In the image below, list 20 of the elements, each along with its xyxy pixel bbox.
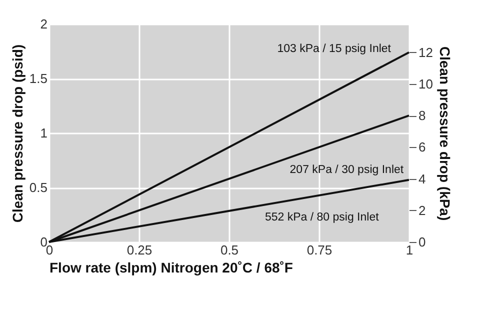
- x-tick-label: 0.75: [306, 242, 332, 258]
- y2-tick-label: 10: [418, 76, 433, 92]
- y-axis-title: Clean pressure drop (psid): [9, 44, 26, 223]
- y-tick-label: 1.5: [29, 71, 48, 86]
- y2-tick-label: 12: [418, 44, 433, 60]
- y2-axis-title: Clean pressure drop (kPa): [436, 46, 453, 221]
- x-axis-title: Flow rate (slpm) Nitrogen 20˚C / 68˚F: [50, 260, 294, 276]
- y-tick-label: 2: [40, 16, 48, 32]
- x-tick-label: 0.5: [220, 242, 239, 258]
- y2-tick-label: 8: [418, 108, 426, 124]
- x-tick-label: 1: [406, 242, 414, 258]
- series-label: 552 kPa / 80 psig Inlet: [265, 212, 380, 224]
- x-tick-label: 0.25: [126, 242, 152, 258]
- y-tick-label: 1: [40, 126, 48, 140]
- y2-tick-label: 2: [418, 202, 426, 218]
- series-label: 207 kPa / 30 psig Inlet: [290, 164, 404, 176]
- y2-tick-label: 4: [418, 171, 426, 186]
- y2-tick-label: 6: [418, 140, 426, 155]
- y-tick-label: 0.5: [29, 180, 48, 195]
- series-label: 103 kPa / 15 psig Inlet: [277, 42, 392, 55]
